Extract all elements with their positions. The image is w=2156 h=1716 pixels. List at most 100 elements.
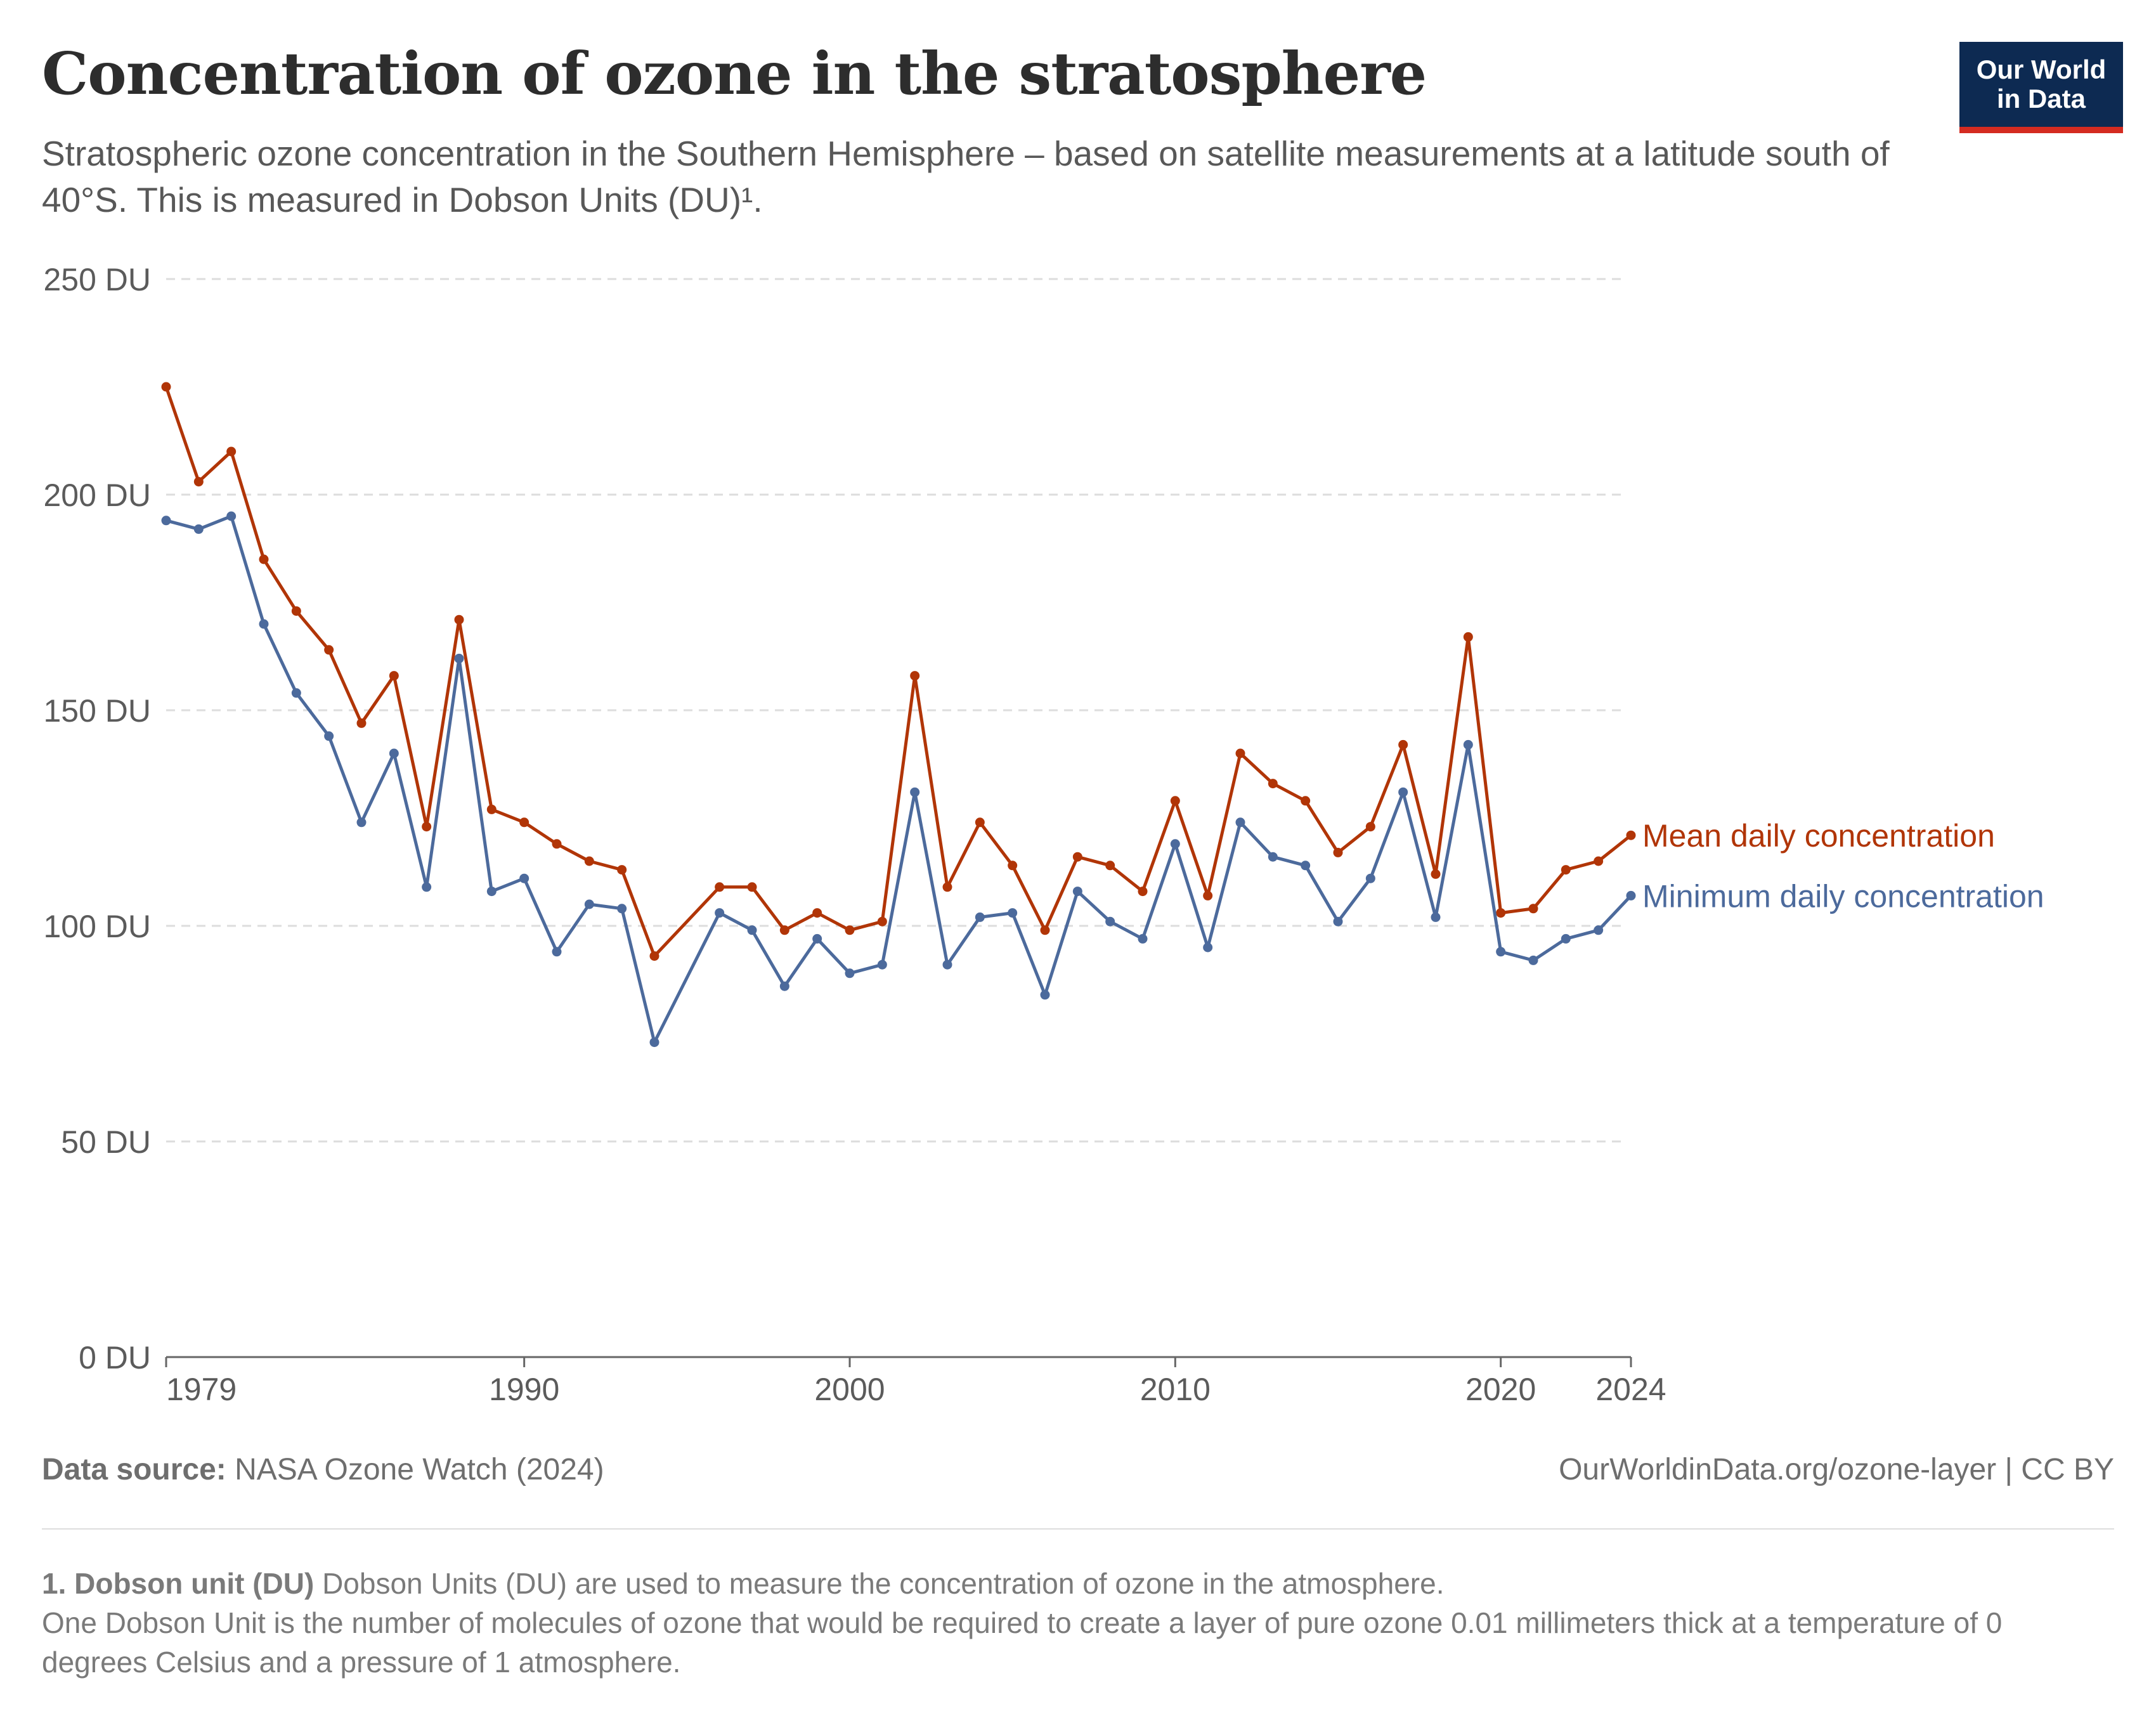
data-point-mean xyxy=(422,822,432,832)
grid-lines xyxy=(166,278,1625,1143)
data-point-minimum xyxy=(1626,890,1636,900)
data-point-mean xyxy=(617,865,627,875)
data-point-minimum xyxy=(1528,955,1538,965)
data-source-text[interactable]: NASA Ozone Watch (2024) xyxy=(235,1453,604,1486)
data-point-mean xyxy=(812,908,822,918)
y-tick-label: 150 DU xyxy=(43,693,151,729)
x-tick-label: 2020 xyxy=(1465,1372,1536,1407)
data-point-minimum xyxy=(1040,990,1050,1000)
data-point-mean xyxy=(1431,869,1441,879)
data-point-minimum xyxy=(161,516,171,526)
logo-line-1: Our World xyxy=(1976,55,2107,84)
data-point-mean xyxy=(1072,852,1082,862)
data-point-minimum xyxy=(1268,852,1278,862)
data-point-minimum xyxy=(584,899,594,909)
data-point-mean xyxy=(1463,632,1473,642)
data-point-mean xyxy=(389,671,399,681)
data-point-mean xyxy=(486,804,497,814)
data-point-mean xyxy=(324,645,334,655)
logo-line-2: in Data xyxy=(1996,84,2086,114)
y-tick-label: 250 DU xyxy=(43,262,151,297)
footnote: 1. Dobson unit (DU) Dobson Units (DU) ar… xyxy=(42,1564,2114,1682)
data-point-mean xyxy=(877,916,887,926)
data-point-mean xyxy=(1528,904,1538,914)
data-point-minimum xyxy=(1431,912,1441,922)
data-point-minimum xyxy=(1170,839,1180,849)
y-tick-label: 0 DU xyxy=(79,1340,151,1375)
data-point-mean xyxy=(1626,830,1636,840)
data-point-minimum xyxy=(779,981,789,991)
data-point-minimum xyxy=(291,688,301,698)
data-point-minimum xyxy=(942,959,952,970)
y-tick-label: 100 DU xyxy=(43,909,151,944)
data-point-mean xyxy=(910,671,920,681)
data-point-minimum xyxy=(649,1037,659,1048)
data-point-minimum xyxy=(226,511,237,521)
y-tick-label: 200 DU xyxy=(43,478,151,513)
data-point-mean xyxy=(1170,796,1180,806)
data-source-label: Data source: xyxy=(42,1453,226,1486)
y-tick-label: 50 DU xyxy=(61,1124,151,1160)
data-point-mean xyxy=(552,839,562,849)
data-point-mean xyxy=(356,718,367,728)
data-point-mean xyxy=(779,925,789,935)
data-point-mean xyxy=(747,882,757,892)
series-label-mean: Mean daily concentration xyxy=(1642,818,1995,854)
data-point-minimum xyxy=(910,787,920,797)
data-point-minimum xyxy=(324,731,334,741)
data-point-minimum xyxy=(877,959,887,970)
data-point-minimum xyxy=(975,912,985,922)
data-point-minimum xyxy=(519,873,529,883)
data-point-mean xyxy=(161,382,171,392)
data-point-minimum xyxy=(486,887,497,897)
data-point-mean xyxy=(1268,779,1278,789)
data-point-mean xyxy=(649,951,659,961)
data-point-minimum xyxy=(193,524,204,534)
chart-title: Concentration of ozone in the stratosphe… xyxy=(42,39,1427,108)
data-point-mean xyxy=(259,554,269,564)
data-point-mean xyxy=(226,446,237,457)
data-point-minimum xyxy=(845,968,855,978)
data-point-minimum xyxy=(1235,817,1245,828)
x-tick-label: 2024 xyxy=(1595,1372,1666,1407)
data-point-minimum xyxy=(422,882,432,892)
line-chart: 0 DU 50 DU 100 DU 150 DU 200 DU 250 DU 1979 199… xyxy=(43,262,2044,1407)
series-label-minimum: Minimum daily concentration xyxy=(1642,878,2044,914)
x-tick-label: 1979 xyxy=(166,1372,237,1407)
data-point-minimum xyxy=(1365,873,1375,883)
data-point-mean xyxy=(519,817,529,828)
data-point-minimum xyxy=(1463,739,1473,750)
data-point-mean xyxy=(1203,890,1213,900)
data-point-minimum xyxy=(1594,925,1604,935)
x-tick-label: 2000 xyxy=(814,1372,885,1407)
footnote-line-1: Dobson Units (DU) are used to measure th… xyxy=(322,1567,1445,1600)
data-point-mean xyxy=(1398,739,1408,750)
data-point-mean xyxy=(1105,861,1115,871)
source-link[interactable]: OurWorldinData.org/ozone-layer | CC BY xyxy=(1559,1453,2114,1486)
data-point-minimum xyxy=(1105,916,1115,926)
data-point-minimum xyxy=(552,947,562,957)
data-point-minimum xyxy=(259,619,269,629)
data-point-minimum xyxy=(1561,933,1571,944)
footnote-label: 1. Dobson unit (DU) xyxy=(42,1567,315,1600)
owid-logo[interactable]: Our World in Data xyxy=(1959,42,2123,133)
data-point-mean xyxy=(454,614,464,625)
data-point-mean xyxy=(193,477,204,487)
data-point-mean xyxy=(845,925,855,935)
data-point-mean xyxy=(1594,856,1604,866)
data-point-mean xyxy=(715,882,725,892)
x-axis xyxy=(165,1356,1632,1367)
data-point-mean xyxy=(1138,887,1148,897)
data-point-minimum xyxy=(1072,887,1082,897)
data-point-mean xyxy=(975,817,985,828)
data-point-minimum xyxy=(389,748,399,758)
data-point-mean xyxy=(291,606,301,616)
series-lines xyxy=(161,382,1636,1048)
data-point-mean xyxy=(942,882,952,892)
data-point-minimum xyxy=(356,817,367,828)
data-point-minimum xyxy=(1008,908,1018,918)
data-point-minimum xyxy=(1496,947,1506,957)
data-point-minimum xyxy=(1301,861,1311,871)
x-tick-label: 1990 xyxy=(489,1372,559,1407)
data-point-mean xyxy=(1365,822,1375,832)
